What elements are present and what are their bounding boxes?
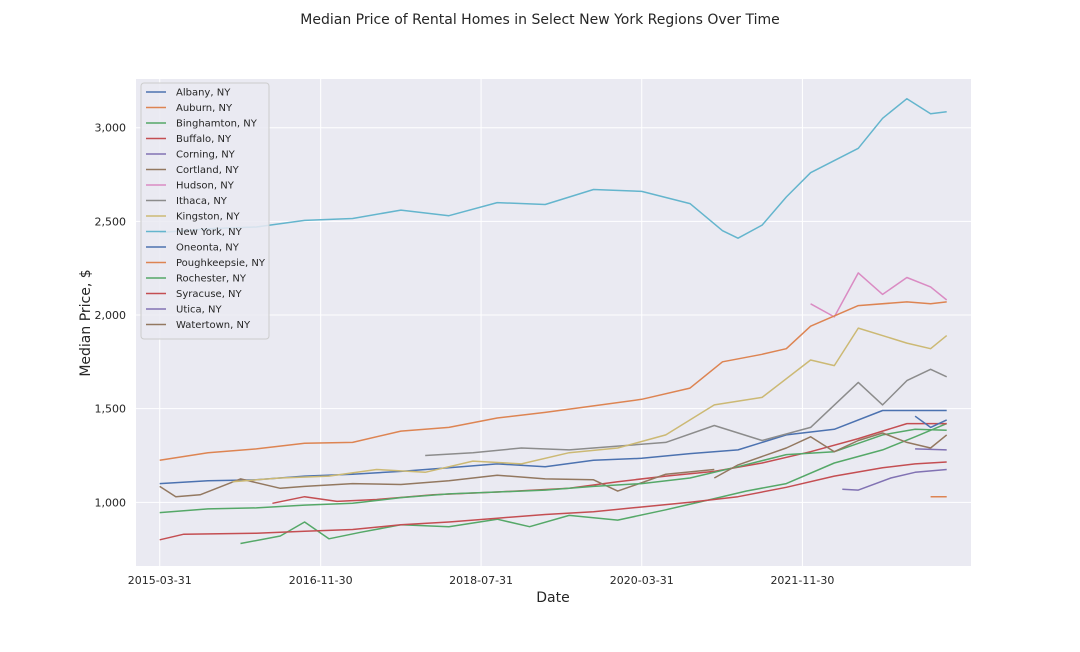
y-tick-label: 1,500 [95,403,127,416]
series-lines [159,97,948,545]
series-line-buffalo-ny [272,422,947,505]
legend-label: Buffalo, NY [176,134,232,145]
y-axis-ticks: 1,000 1,500 2,000 2,500 3,000 [95,122,127,510]
legend-label: Hudson, NY [176,181,235,192]
legend-label: Ithaca, NY [176,196,228,207]
x-tick-label: 2021-11-30 [770,574,834,587]
chart-title: Median Price of Rental Homes in Select N… [300,12,779,28]
y-tick-label: 1,000 [95,496,127,509]
legend-label: Watertown, NY [176,320,251,331]
x-axis-label: Date [536,590,569,606]
series-line-new-york-ny [159,97,947,239]
series-line-corning-ny [842,468,947,491]
x-tick-label: 2016-11-30 [289,574,353,587]
series-line-hudson-ny [810,272,948,318]
legend-label: Poughkeepsie, NY [176,258,266,269]
legend-label: Corning, NY [176,150,236,161]
plot-area [136,79,971,566]
y-tick-label: 2,000 [95,309,127,322]
legend-label: Albany, NY [176,88,231,99]
y-tick-label: 3,000 [95,122,127,135]
series-line-poughkeepsie-ny [159,301,947,461]
series-line-ithaca-ny [425,368,948,457]
series-line-kingston-ny [232,327,948,483]
x-axis-ticks: 2015-03-31 2016-11-30 2018-07-31 2020-03-31… [128,574,835,587]
legend-label: New York, NY [176,227,243,238]
series-line-watertown-ny [713,432,948,479]
x-tick-label: 2020-03-31 [610,574,674,587]
x-tick-label: 2015-03-31 [128,574,192,587]
legend-label: Rochester, NY [176,274,247,285]
series-line-cortland-ny [159,468,715,498]
series-line-rochester-ny [159,428,947,514]
legend: Albany, NY Auburn, NY Binghamton, NY Buffal… [140,82,270,340]
legend-label: Binghamton, NY [176,119,258,130]
legend-label: Oneonta, NY [176,243,240,254]
legend-label: Cortland, NY [176,165,240,176]
x-tick-label: 2018-07-31 [449,574,513,587]
series-line-oneonta-ny [914,415,948,429]
series-line-binghamton-ny [240,422,947,545]
series-line-syracuse-ny [159,461,947,541]
legend-label: Utica, NY [176,305,222,316]
legend-label: Kingston, NY [176,212,240,223]
legend-label: Auburn, NY [176,103,233,114]
series-line-utica-ny [915,448,947,451]
y-axis-label: Median Price, $ [78,269,94,376]
y-tick-label: 2,500 [95,215,127,228]
legend-label: Syracuse, NY [176,289,243,300]
legend-box [140,82,270,340]
